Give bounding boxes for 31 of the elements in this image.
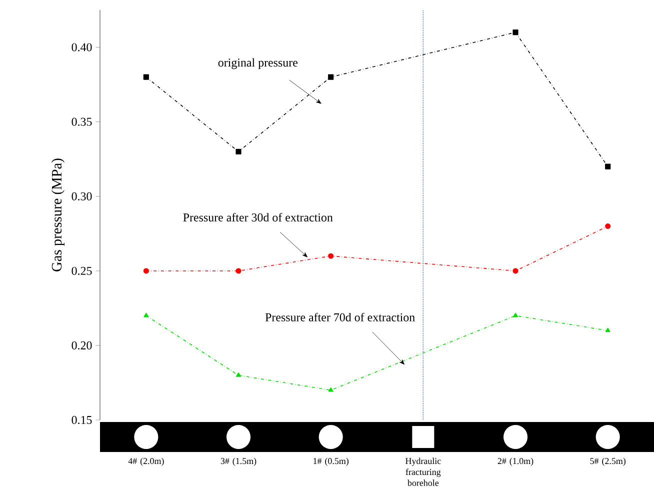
- point: [144, 312, 149, 318]
- point: [236, 372, 241, 377]
- point: [512, 30, 518, 36]
- text: original pressure: [218, 58, 298, 70]
- y-tick-label: 0.30: [72, 192, 92, 200]
- point: [328, 74, 334, 80]
- point: [143, 74, 149, 80]
- x-tick-label: 4# (2.0m): [128, 458, 164, 466]
- y-tick-label: 0.20: [72, 341, 92, 350]
- point: [236, 148, 242, 154]
- x-tick-label: 2# (1.0m): [498, 458, 534, 466]
- point: [328, 253, 334, 259]
- point: [328, 387, 334, 392]
- point: [236, 268, 242, 274]
- text: Pressure after 70d of extraction: [265, 312, 415, 322]
- y-tick-label: 0.25: [72, 266, 92, 275]
- x-tick-label: Hydraulic fracturing borehole: [406, 458, 441, 486]
- point: [143, 268, 149, 274]
- point: [512, 268, 518, 274]
- y-tick-label: 0.35: [72, 118, 92, 126]
- y-tick-label: 0.40: [72, 43, 92, 52]
- point: [513, 312, 518, 318]
- x-tick-label: 1# (0.5m): [314, 458, 348, 466]
- x-tick-label: 5# (2.5m): [590, 458, 626, 466]
- point: [605, 223, 611, 229]
- x-tick-label: 3# (1.5m): [220, 458, 256, 466]
- y-tick-label: 0.15: [72, 416, 92, 424]
- text: Pressure after 30d of extraction: [183, 212, 333, 222]
- point: [605, 328, 610, 332]
- y-axis-title: Gas pressure (MPa): [51, 158, 64, 272]
- point: [605, 164, 611, 170]
